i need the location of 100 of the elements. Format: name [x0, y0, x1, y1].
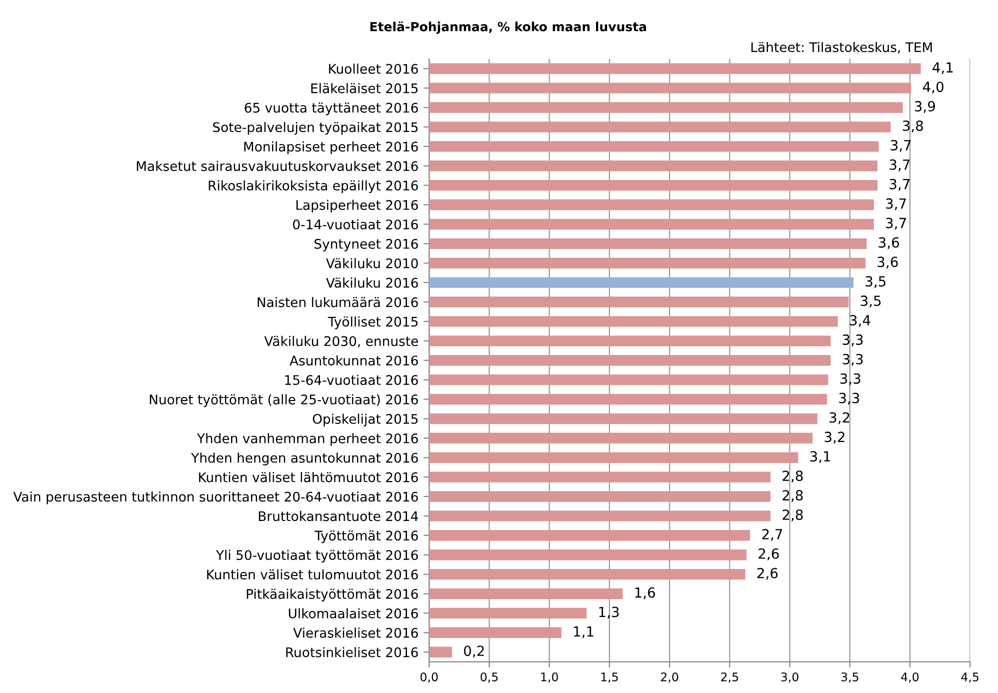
data-label: 3,6: [878, 237, 900, 250]
y-tick-label: Yhden hengen asuntokunnat 2016: [191, 452, 418, 466]
data-label: 3,3: [840, 373, 860, 386]
bar: [429, 160, 878, 172]
y-tick-label: Työttömät 2016: [314, 530, 418, 544]
data-label: 3,7: [886, 198, 906, 210]
y-tick-label: Bruttokansantuote 2014: [258, 510, 418, 522]
data-label: 3,7: [886, 218, 906, 230]
bar: [429, 413, 818, 424]
bar: [429, 472, 771, 482]
x-tick-label: 2,5: [721, 672, 738, 683]
y-tick-label: Väkiluku 2010: [326, 258, 418, 268]
y-tick-label: Yli 50-vuotiaat työttömät 2016: [216, 550, 418, 563]
text: Lähteet: Tilastokeskus, TEM: [751, 42, 932, 54]
bar: [429, 141, 879, 152]
y-tick-label: Väkiluku 2016: [326, 278, 418, 288]
x-tick-label: 1,5: [601, 672, 618, 683]
bar: [429, 550, 746, 560]
data-label: 1,3: [599, 606, 619, 619]
y-tick-label: Vain perusasteen tutkinnon suorittaneet 20-64-vuotiaat 2016: [13, 491, 418, 504]
data-label: 3,3: [842, 334, 863, 346]
data-label: 3,3: [842, 354, 863, 366]
y-tick-label: Sote-palvelujen työpaikat 2015: [213, 122, 418, 135]
y-tick-label: Nuoret työttömät (alle 25-vuotiaat) 2016: [150, 394, 418, 408]
x-tick-label: 4,0: [901, 672, 919, 683]
data-label: 3,6: [878, 256, 898, 269]
y-tick-label: Kuntien väliset lähtömuutot 2016: [199, 472, 418, 482]
data-label: 3,3: [839, 392, 860, 405]
y-tick-label: Väkiluku 2030, ennuste: [264, 336, 418, 348]
y-tick-label: Monilapsiset perheet 2016: [244, 141, 418, 154]
bar: [429, 491, 771, 502]
data-label: 3,5: [866, 276, 886, 288]
data-label: 0,2: [464, 646, 484, 658]
data-label: 2,8: [782, 470, 803, 482]
bar: [429, 568, 746, 580]
data-label: 3,5: [860, 296, 881, 308]
x-tick-label: 0,0: [420, 672, 438, 683]
bar: [429, 277, 854, 288]
x-tick-label: 4,5: [961, 672, 978, 683]
bar: [429, 510, 771, 522]
data-label: 2,7: [762, 528, 782, 541]
bar: [429, 316, 838, 327]
data-label: 3,2: [824, 432, 844, 444]
data-label: 3,7: [890, 178, 910, 191]
data-label: 3,7: [890, 140, 911, 152]
y-tick-label: Lapsiperheet 2016: [296, 200, 418, 213]
y-tick-label: Kuolleet 2016: [329, 64, 418, 74]
x-tick-label: 3,5: [841, 672, 858, 683]
data-label: 3,4: [850, 314, 870, 327]
bar: [429, 258, 866, 268]
y-tick-label: Pitkäaikaistyöttömät 2016: [246, 588, 418, 602]
y-tick-label: Eläkeläiset 2015: [311, 83, 418, 94]
x-tick-label: 3,0: [781, 672, 798, 683]
x-tick-label: 0,5: [480, 672, 498, 683]
data-label: 3,2: [830, 412, 850, 424]
bar: [429, 374, 828, 386]
data-label: 3,1: [810, 451, 830, 464]
bar: [429, 394, 828, 405]
data-label: 3,8: [902, 120, 923, 132]
bar: [429, 355, 831, 366]
y-tick-label: Vieraskieliset 2016: [293, 628, 418, 638]
bar: [429, 199, 874, 210]
y-tick-label: 15-64-vuotiaat 2016: [285, 374, 418, 386]
y-tick-label: Syntyneet 2016: [314, 238, 418, 252]
bar: [429, 218, 874, 230]
y-tick-label: 0-14-vuotiaat 2016: [293, 219, 418, 230]
y-tick-label: Ruotsinkieliset 2016: [286, 647, 418, 658]
bar: [429, 296, 849, 308]
bar: [429, 588, 623, 600]
y-tick-label: Ulkomaalaiset 2016: [288, 608, 418, 618]
data-label: 1,1: [574, 626, 594, 638]
y-tick-label: Kuntien väliset tulomuutot 2016: [207, 569, 418, 580]
data-label: 2,6: [758, 548, 779, 560]
y-tick-label: Yhden vanhemman perheet 2016: [196, 433, 418, 446]
chart-title: Etelä-Pohjanmaa, % koko maan luvusta: [370, 22, 646, 34]
data-label: 3,9: [914, 101, 935, 113]
y-tick-label: Naisten lukumäärä 2016: [258, 297, 418, 308]
y-tick-label: Asuntokunnat 2016: [290, 355, 418, 366]
y-tick-label: Opiskelijat 2015: [312, 414, 418, 426]
x-tick-label: 2,0: [661, 672, 678, 683]
y-tick-label: Rikoslakirikoksista epäillyt 2016: [208, 180, 418, 194]
bar: [429, 432, 813, 444]
y-tick-label: Maksetut sairausvakuutuskorvaukset 2016: [136, 160, 418, 172]
data-label: 2,8: [782, 490, 803, 502]
bar: [429, 452, 798, 463]
bar: [429, 646, 452, 658]
bar: [429, 63, 921, 74]
bar: [429, 82, 912, 94]
data-label: 2,8: [782, 509, 803, 522]
data-label: 3,7: [890, 159, 910, 172]
y-tick-label: 65 vuotta täyttäneet 2016: [244, 102, 418, 116]
bar: [429, 122, 891, 132]
bar: [429, 336, 831, 346]
data-label: 1,6: [635, 587, 655, 600]
bar: [429, 102, 903, 113]
bar: [429, 180, 878, 191]
y-tick-label: Työlliset 2015: [328, 316, 418, 330]
x-tick-label: 1,0: [541, 672, 558, 683]
bar: [429, 608, 587, 619]
bar: [429, 627, 562, 638]
